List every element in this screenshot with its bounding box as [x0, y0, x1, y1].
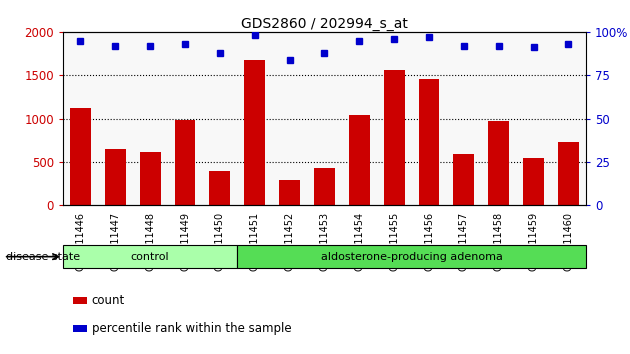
- Text: percentile rank within the sample: percentile rank within the sample: [92, 321, 292, 335]
- Text: control: control: [131, 252, 169, 262]
- Bar: [314, 167, 335, 205]
- Bar: [105, 149, 126, 205]
- Bar: [488, 121, 509, 205]
- Bar: [140, 152, 161, 205]
- FancyBboxPatch shape: [63, 246, 238, 268]
- Bar: [349, 115, 370, 205]
- Bar: [558, 142, 579, 205]
- Bar: [454, 154, 474, 205]
- Bar: [74, 325, 86, 332]
- Title: GDS2860 / 202994_s_at: GDS2860 / 202994_s_at: [241, 17, 408, 31]
- Bar: [384, 70, 404, 205]
- Text: count: count: [92, 293, 125, 307]
- Bar: [418, 79, 440, 205]
- Bar: [523, 159, 544, 205]
- Bar: [175, 120, 195, 205]
- Bar: [70, 108, 91, 205]
- Bar: [279, 180, 300, 205]
- Bar: [209, 171, 231, 205]
- Text: aldosterone-producing adenoma: aldosterone-producing adenoma: [321, 252, 503, 262]
- Bar: [74, 297, 86, 304]
- FancyBboxPatch shape: [238, 246, 586, 268]
- Text: disease state: disease state: [6, 252, 81, 262]
- Bar: [244, 59, 265, 205]
